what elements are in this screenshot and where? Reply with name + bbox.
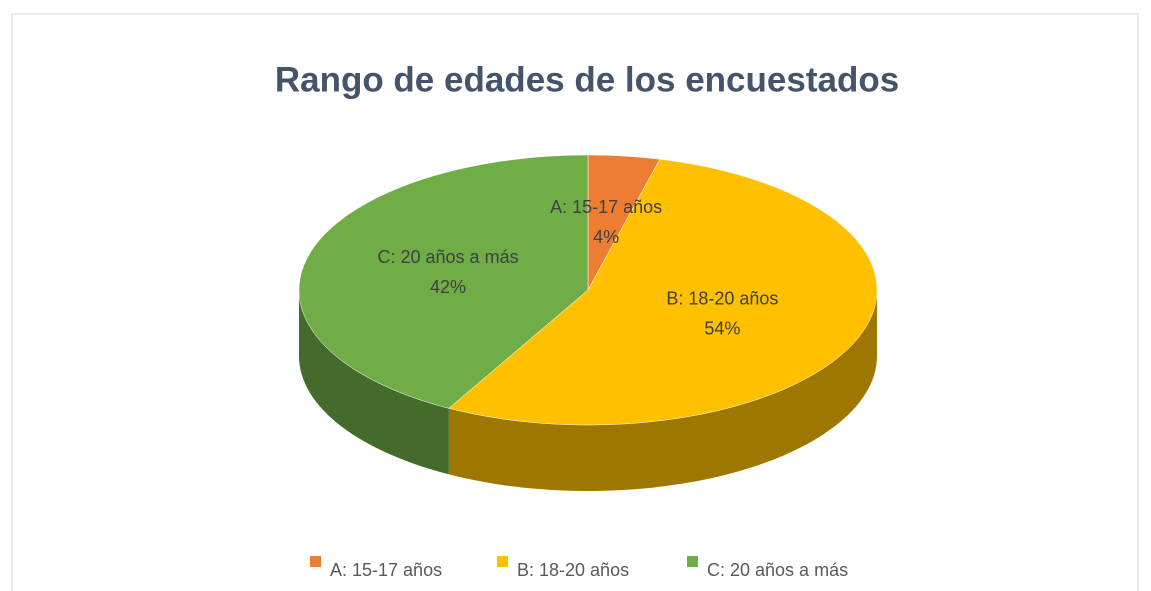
data-label-name: C: 20 años a más bbox=[378, 247, 519, 267]
slice-top bbox=[587, 154, 661, 291]
slice-top bbox=[298, 154, 589, 409]
legend-label: C: 20 años a más bbox=[707, 560, 848, 580]
slice-side-shade bbox=[299, 290, 449, 475]
legend-swatch bbox=[497, 556, 508, 567]
pie-slice bbox=[298, 154, 589, 475]
slice-top bbox=[448, 158, 878, 426]
slice-side-shade bbox=[448, 290, 877, 491]
slice-side bbox=[448, 290, 877, 491]
data-label-name: A: 15-17 años bbox=[550, 197, 662, 217]
pie-slice bbox=[587, 154, 661, 291]
data-label-value: 42% bbox=[430, 277, 466, 297]
chart-title: Rango de edades de los encuestados bbox=[275, 60, 899, 99]
data-label-value: 4% bbox=[593, 227, 619, 247]
legend-label: B: 18-20 años bbox=[517, 560, 629, 580]
data-label-value: 54% bbox=[704, 319, 740, 339]
chart-frame bbox=[11, 13, 1139, 591]
slice-side bbox=[299, 290, 449, 475]
legend-swatch bbox=[687, 556, 698, 567]
legend-swatch bbox=[310, 556, 321, 567]
pie-slice bbox=[448, 158, 878, 491]
legend-label: A: 15-17 años bbox=[330, 560, 442, 580]
data-label-name: B: 18-20 años bbox=[666, 289, 778, 309]
